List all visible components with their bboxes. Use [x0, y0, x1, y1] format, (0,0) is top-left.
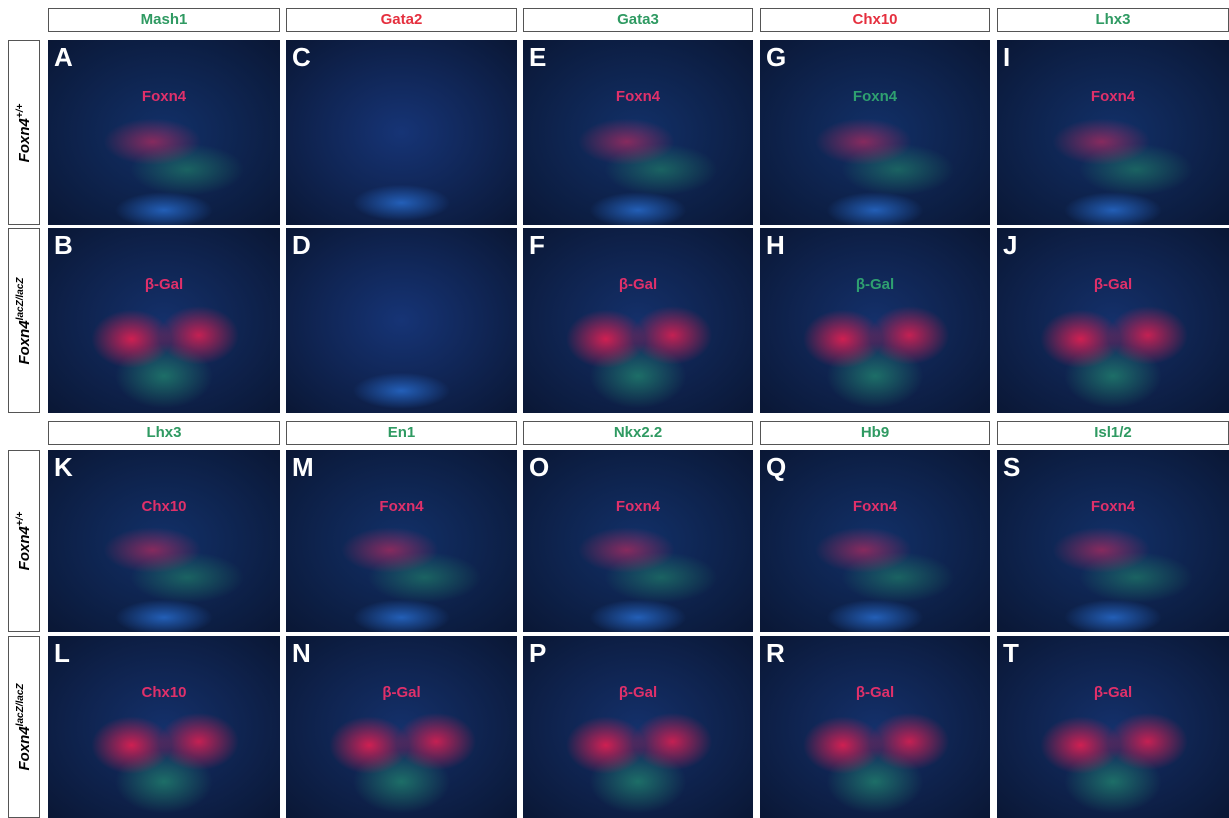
genotype: Foxn4lacZ/lacZ — [15, 277, 33, 364]
column-header: Isl1/2 — [997, 421, 1229, 445]
genotype: Foxn4lacZ/lacZ — [15, 684, 33, 771]
stain-label: β-Gal — [760, 276, 990, 293]
column-header: Mash1 — [48, 8, 280, 32]
image-panel: G Foxn4 — [760, 40, 990, 225]
genotype: Foxn4+/+ — [15, 512, 33, 571]
stain-label: Foxn4 — [523, 88, 753, 105]
stain-label: Foxn4 — [997, 498, 1229, 515]
stain-label: β-Gal — [48, 276, 280, 293]
genotype-sup: lacZ/lacZ — [15, 277, 26, 320]
column-header: Lhx3 — [48, 421, 280, 445]
stain-label: β-Gal — [760, 684, 990, 701]
row-label: Foxn4lacZ/lacZ — [8, 228, 40, 413]
panel-letter: O — [529, 452, 549, 483]
image-panel: S Foxn4 — [997, 450, 1229, 632]
stain-label: Chx10 — [48, 684, 280, 701]
image-panel: I Foxn4 — [997, 40, 1229, 225]
column-header: En1 — [286, 421, 517, 445]
stain-label: β-Gal — [286, 684, 517, 701]
stain-label: β-Gal — [997, 684, 1229, 701]
column-header: Lhx3 — [997, 8, 1229, 32]
genotype-sup: lacZ/lacZ — [15, 684, 26, 727]
column-header: Gata2 — [286, 8, 517, 32]
row-label: Foxn4+/+ — [8, 450, 40, 632]
image-panel: Q Foxn4 — [760, 450, 990, 632]
panel-letter: A — [54, 42, 73, 73]
column-header: Chx10 — [760, 8, 990, 32]
panel-letter: J — [1003, 230, 1017, 261]
stain-label: β-Gal — [523, 276, 753, 293]
figure: Mash1Gata2Gata3Chx10Lhx3Foxn4+/+AFoxn4CE… — [0, 0, 1229, 818]
panel-letter: K — [54, 452, 73, 483]
panel-letter: B — [54, 230, 73, 261]
stain-label: Chx10 — [48, 498, 280, 515]
stain-label: Foxn4 — [48, 88, 280, 105]
image-panel: K Chx10 — [48, 450, 280, 632]
stain-label: β-Gal — [523, 684, 753, 701]
stain-label: Foxn4 — [760, 498, 990, 515]
image-panel: E Foxn4 — [523, 40, 753, 225]
panel-letter: L — [54, 638, 70, 669]
image-panel: O Foxn4 — [523, 450, 753, 632]
panel-letter: Q — [766, 452, 786, 483]
genotype: Foxn4+/+ — [15, 103, 33, 162]
stain-label: β-Gal — [997, 276, 1229, 293]
panel-letter: D — [292, 230, 311, 261]
row-label: Foxn4+/+ — [8, 40, 40, 225]
image-panel: L Chx10 — [48, 636, 280, 818]
panel-letter: S — [1003, 452, 1020, 483]
panel-letter: G — [766, 42, 786, 73]
column-header: Hb9 — [760, 421, 990, 445]
column-header: Nkx2.2 — [523, 421, 753, 445]
panel-letter: T — [1003, 638, 1019, 669]
image-panel: C — [286, 40, 517, 225]
image-panel: A Foxn4 — [48, 40, 280, 225]
panel-letter: E — [529, 42, 546, 73]
panel-letter: N — [292, 638, 311, 669]
column-header: Gata3 — [523, 8, 753, 32]
stain-label: Foxn4 — [286, 498, 517, 515]
panel-letter: C — [292, 42, 311, 73]
panel-letter: I — [1003, 42, 1010, 73]
image-panel: M Foxn4 — [286, 450, 517, 632]
panel-letter: M — [292, 452, 314, 483]
panel-letter: F — [529, 230, 545, 261]
genotype-sup: +/+ — [15, 103, 26, 117]
stain-label: Foxn4 — [997, 88, 1229, 105]
genotype-sup: +/+ — [15, 512, 26, 526]
stain-label: Foxn4 — [523, 498, 753, 515]
image-panel: D — [286, 228, 517, 413]
stain-label: Foxn4 — [760, 88, 990, 105]
panel-letter: R — [766, 638, 785, 669]
panel-letter: H — [766, 230, 785, 261]
row-label: Foxn4lacZ/lacZ — [8, 636, 40, 818]
panel-letter: P — [529, 638, 546, 669]
